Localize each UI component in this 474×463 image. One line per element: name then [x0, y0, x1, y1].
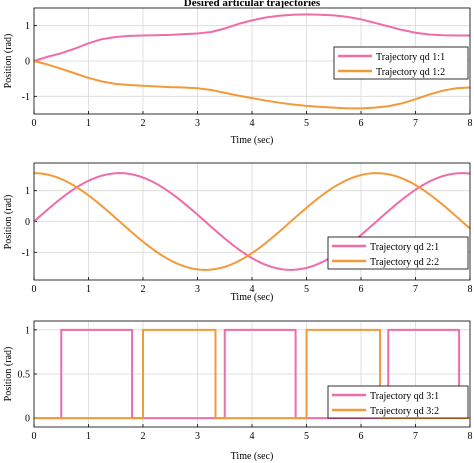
subplot-1-xtick-label: 3 [195, 118, 200, 129]
subplot-1-xtick-label: 0 [32, 118, 37, 129]
subplot-1-ylabel: Position (rad) [3, 34, 14, 89]
subplot-2-ticks: 0 1 2 3 4 5 6 7 8 1 0 -1 [22, 186, 473, 295]
subplot-2-ytick-label: 1 [25, 186, 30, 197]
subplot-1-grid [33, 8, 471, 114]
subplot-2-xtick-label: 2 [141, 284, 146, 295]
subplot-1-ytick-label: 1 [25, 21, 30, 32]
subplot-2-xtick-label: 4 [250, 284, 255, 295]
subplot-3-xtick-label: 4 [250, 431, 255, 442]
subplot-3-xtick-label: 5 [304, 431, 309, 442]
subplot-3-series-line-2 [34, 328, 470, 420]
subplot-3-xtick-label: 8 [468, 431, 473, 442]
subplot-1-title: Desired articular trajectories [184, 0, 321, 9]
subplot-2-legend-label-1: Trajectory qd 2:1 [370, 242, 439, 253]
subplot-3-ytick-label: 0.5 [18, 370, 31, 381]
subplot-1-series-line-1 [33, 13, 470, 62]
subplot-1-series [33, 13, 471, 110]
subplot-3-series-line-1 [34, 328, 470, 420]
subplot-3-series [34, 328, 470, 420]
subplot-1-axes-box [33, 7, 471, 115]
subplot-1-xlabel: Time (sec) [231, 135, 274, 146]
subplot-3-legend-box [327, 385, 469, 419]
subplot-1-legend-label-1: Trajectory qd 1:1 [376, 52, 445, 63]
subplot-2-xtick-label: 3 [195, 284, 200, 295]
subplot-1-xtick-label: 6 [359, 118, 364, 129]
subplot-3-legend: Trajectory qd 3:1 Trajectory qd 3:2 [327, 385, 469, 419]
subplot-3-ylabel: Position (rad) [3, 347, 14, 402]
subplot-2-ytick-label: -1 [22, 248, 30, 259]
subplot-3-ytick-label: 0 [25, 414, 30, 425]
subplot-2-ytick-label: 0 [25, 217, 30, 228]
subplot-1-xtick-label: 1 [86, 118, 91, 129]
subplot-2-xtick-label: 6 [359, 284, 364, 295]
subplot-1-legend-label-2: Trajectory qd 1:2 [376, 67, 445, 78]
subplot-1-ytick-label: -1 [22, 92, 30, 103]
subplot-3-axes-box [33, 320, 471, 428]
subplot-2-series-line-2 [33, 172, 471, 271]
subplot-1: Desired articular trajectories 0 1 2 3 4 5 6 7 8… [3, 0, 473, 146]
subplot-2-xlabel: Time (sec) [231, 292, 274, 303]
subplot-2-ylabel: Position (rad) [3, 195, 14, 250]
subplot-3-xtick-label: 7 [413, 431, 418, 442]
subplot-2-legend-label-2: Trajectory qd 2:2 [370, 257, 439, 268]
subplot-2-xtick-label: 1 [86, 284, 91, 295]
subplot-3-xtick-label: 1 [86, 431, 91, 442]
subplot-3-ticks: 0 1 2 3 4 5 6 7 8 1 0.5 0 [18, 325, 473, 442]
subplot-1-ytick-label: 0 [25, 57, 30, 68]
subplot-3-legend-label-2: Trajectory qd 3:2 [370, 406, 439, 417]
subplot-3-ytick-label: 1 [25, 325, 30, 336]
subplot-2: 0 1 2 3 4 5 6 7 810-1 Time (sec) Position (rad) … [3, 162, 473, 303]
subplot-2-xtick-label: 5 [304, 284, 309, 295]
subplot-3: 0 1 2 3 4 5 6 7 8 1 0.5 0 Time (sec) Position (rad)… [3, 320, 473, 462]
subplot-1-xtick-label: 2 [141, 118, 146, 129]
subplot-1-xtick-label: 5 [304, 118, 309, 129]
subplot-1-xtick-label: 8 [468, 118, 473, 129]
subplot-1-xtick-label: 7 [413, 118, 418, 129]
subplot-3-xlabel: Time (sec) [231, 451, 274, 462]
subplot-3-legend-label-1: Trajectory qd 3:1 [370, 391, 439, 402]
subplot-2-xtick-label: 0 [32, 284, 37, 295]
subplot-2-series-line-1 [33, 172, 471, 271]
subplot-2-legend-box [327, 236, 469, 270]
subplot-3-xtick-label: 3 [195, 431, 200, 442]
subplot-3-xtick-label: 2 [141, 431, 146, 442]
subplot-3-xtick-label: 6 [359, 431, 364, 442]
subplot-2-xtick-label: 7 [413, 284, 418, 295]
subplot-2-series [33, 172, 471, 271]
subplot-1-ticks: 0 1 2 3 4 5 6 7 8 1 0 -1 [22, 21, 473, 129]
subplot-2-legend: Trajectory qd 2:1 Trajectory qd 2:2 [327, 236, 469, 270]
subplot-2-xtick-label: 8 [468, 284, 473, 295]
subplot-3-xtick-label: 0 [32, 431, 37, 442]
subplot-1-series-line-2 [33, 60, 471, 110]
subplot-2-axes-box [33, 162, 471, 281]
subplot-1-legend: Trajectory qd 1:1 Trajectory qd 1:2 [333, 46, 469, 80]
subplot-1-xtick-label: 4 [250, 118, 255, 129]
subplot-1-legend-box [333, 46, 469, 80]
